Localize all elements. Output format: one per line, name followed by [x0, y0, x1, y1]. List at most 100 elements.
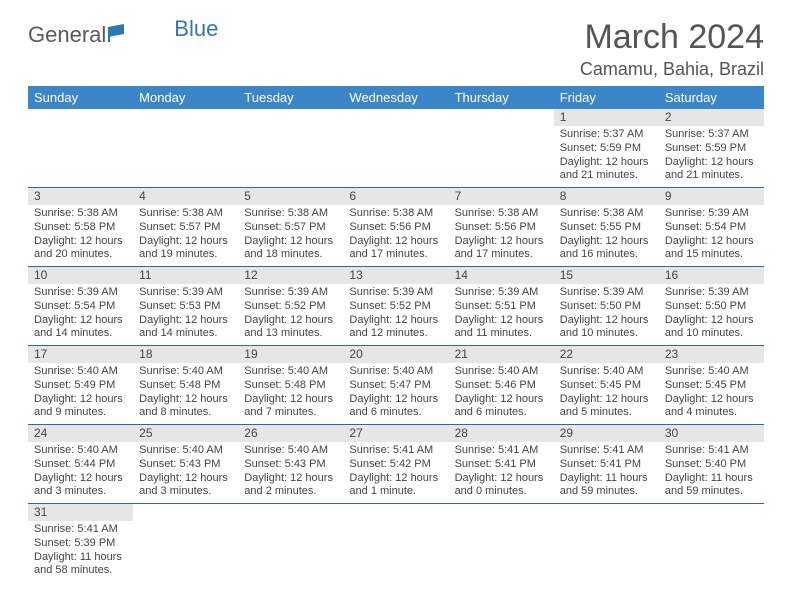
- day-number: 22: [554, 346, 659, 363]
- header: General Blue March 2024 Camamu, Bahia, B…: [28, 18, 764, 80]
- day-number: 10: [28, 267, 133, 284]
- calendar-day: 14Sunrise: 5:39 AMSunset: 5:51 PMDayligh…: [449, 267, 554, 346]
- calendar-day: 4Sunrise: 5:38 AMSunset: 5:57 PMDaylight…: [133, 188, 238, 267]
- calendar-day: 20Sunrise: 5:40 AMSunset: 5:47 PMDayligh…: [343, 346, 448, 425]
- daylight-text: and 21 minutes.: [560, 169, 653, 183]
- calendar-day: 28Sunrise: 5:41 AMSunset: 5:41 PMDayligh…: [449, 425, 554, 504]
- calendar-day: 5Sunrise: 5:38 AMSunset: 5:57 PMDaylight…: [238, 188, 343, 267]
- calendar-week: 10Sunrise: 5:39 AMSunset: 5:54 PMDayligh…: [28, 267, 764, 346]
- sunset-text: Sunset: 5:41 PM: [455, 458, 548, 472]
- calendar-day: 9Sunrise: 5:39 AMSunset: 5:54 PMDaylight…: [659, 188, 764, 267]
- weekday-header: Sunday: [28, 86, 133, 109]
- calendar-day: 19Sunrise: 5:40 AMSunset: 5:48 PMDayligh…: [238, 346, 343, 425]
- sunrise-text: Sunrise: 5:41 AM: [560, 444, 653, 458]
- calendar-empty: [238, 109, 343, 188]
- weekday-row: SundayMondayTuesdayWednesdayThursdayFrid…: [28, 86, 764, 109]
- day-number: 4: [133, 188, 238, 205]
- day-number: 21: [449, 346, 554, 363]
- day-number: 13: [343, 267, 448, 284]
- sunrise-text: Sunrise: 5:39 AM: [665, 207, 758, 221]
- day-number: 23: [659, 346, 764, 363]
- daylight-text: Daylight: 12 hours: [455, 472, 548, 486]
- sunrise-text: Sunrise: 5:39 AM: [455, 286, 548, 300]
- sunset-text: Sunset: 5:45 PM: [665, 379, 758, 393]
- daylight-text: and 18 minutes.: [244, 248, 337, 262]
- calendar-table: SundayMondayTuesdayWednesdayThursdayFrid…: [28, 86, 764, 582]
- day-number: 15: [554, 267, 659, 284]
- sunset-text: Sunset: 5:52 PM: [349, 300, 442, 314]
- sunrise-text: Sunrise: 5:39 AM: [560, 286, 653, 300]
- daylight-text: and 20 minutes.: [34, 248, 127, 262]
- sunrise-text: Sunrise: 5:40 AM: [455, 365, 548, 379]
- sunset-text: Sunset: 5:49 PM: [34, 379, 127, 393]
- location: Camamu, Bahia, Brazil: [580, 59, 764, 80]
- daylight-text: Daylight: 12 hours: [244, 472, 337, 486]
- daylight-text: and 14 minutes.: [34, 327, 127, 341]
- calendar-day: 29Sunrise: 5:41 AMSunset: 5:41 PMDayligh…: [554, 425, 659, 504]
- weekday-header: Saturday: [659, 86, 764, 109]
- day-number: 3: [28, 188, 133, 205]
- daylight-text: and 3 minutes.: [34, 485, 127, 499]
- day-number: 20: [343, 346, 448, 363]
- day-number: 26: [238, 425, 343, 442]
- daylight-text: Daylight: 12 hours: [455, 314, 548, 328]
- calendar-day: 21Sunrise: 5:40 AMSunset: 5:46 PMDayligh…: [449, 346, 554, 425]
- sunrise-text: Sunrise: 5:39 AM: [34, 286, 127, 300]
- calendar-day: 2Sunrise: 5:37 AMSunset: 5:59 PMDaylight…: [659, 109, 764, 188]
- calendar-empty: [449, 504, 554, 583]
- daylight-text: Daylight: 12 hours: [34, 393, 127, 407]
- daylight-text: and 17 minutes.: [349, 248, 442, 262]
- daylight-text: Daylight: 12 hours: [34, 314, 127, 328]
- daylight-text: and 2 minutes.: [244, 485, 337, 499]
- title-block: March 2024 Camamu, Bahia, Brazil: [580, 18, 764, 80]
- sunrise-text: Sunrise: 5:38 AM: [349, 207, 442, 221]
- daylight-text: and 58 minutes.: [34, 564, 127, 578]
- calendar-week: 31Sunrise: 5:41 AMSunset: 5:39 PMDayligh…: [28, 504, 764, 583]
- weekday-header: Friday: [554, 86, 659, 109]
- calendar-day: 27Sunrise: 5:41 AMSunset: 5:42 PMDayligh…: [343, 425, 448, 504]
- day-number: 16: [659, 267, 764, 284]
- calendar-week: 1Sunrise: 5:37 AMSunset: 5:59 PMDaylight…: [28, 109, 764, 188]
- daylight-text: Daylight: 12 hours: [349, 235, 442, 249]
- calendar-day: 24Sunrise: 5:40 AMSunset: 5:44 PMDayligh…: [28, 425, 133, 504]
- weekday-header: Monday: [133, 86, 238, 109]
- daylight-text: Daylight: 12 hours: [139, 393, 232, 407]
- calendar-day: 23Sunrise: 5:40 AMSunset: 5:45 PMDayligh…: [659, 346, 764, 425]
- daylight-text: and 17 minutes.: [455, 248, 548, 262]
- sunrise-text: Sunrise: 5:40 AM: [244, 365, 337, 379]
- sunset-text: Sunset: 5:59 PM: [560, 142, 653, 156]
- calendar-day: 8Sunrise: 5:38 AMSunset: 5:55 PMDaylight…: [554, 188, 659, 267]
- daylight-text: and 6 minutes.: [349, 406, 442, 420]
- sunset-text: Sunset: 5:39 PM: [34, 537, 127, 551]
- day-number: 31: [28, 504, 133, 521]
- sunrise-text: Sunrise: 5:37 AM: [665, 128, 758, 142]
- daylight-text: and 8 minutes.: [139, 406, 232, 420]
- daylight-text: and 12 minutes.: [349, 327, 442, 341]
- daylight-text: Daylight: 12 hours: [139, 314, 232, 328]
- daylight-text: and 10 minutes.: [665, 327, 758, 341]
- daylight-text: and 13 minutes.: [244, 327, 337, 341]
- sunrise-text: Sunrise: 5:39 AM: [349, 286, 442, 300]
- day-number: 11: [133, 267, 238, 284]
- sunrise-text: Sunrise: 5:40 AM: [34, 365, 127, 379]
- daylight-text: Daylight: 12 hours: [349, 314, 442, 328]
- daylight-text: and 1 minute.: [349, 485, 442, 499]
- calendar-week: 24Sunrise: 5:40 AMSunset: 5:44 PMDayligh…: [28, 425, 764, 504]
- calendar-day: 7Sunrise: 5:38 AMSunset: 5:56 PMDaylight…: [449, 188, 554, 267]
- daylight-text: and 59 minutes.: [560, 485, 653, 499]
- sunrise-text: Sunrise: 5:39 AM: [665, 286, 758, 300]
- sunrise-text: Sunrise: 5:38 AM: [34, 207, 127, 221]
- sunset-text: Sunset: 5:56 PM: [455, 221, 548, 235]
- calendar-empty: [343, 109, 448, 188]
- brand-logo: General Blue: [28, 18, 218, 48]
- day-number: 5: [238, 188, 343, 205]
- sunset-text: Sunset: 5:45 PM: [560, 379, 653, 393]
- sunset-text: Sunset: 5:56 PM: [349, 221, 442, 235]
- day-number: 17: [28, 346, 133, 363]
- day-number: 25: [133, 425, 238, 442]
- calendar-empty: [659, 504, 764, 583]
- daylight-text: and 0 minutes.: [455, 485, 548, 499]
- daylight-text: Daylight: 12 hours: [560, 156, 653, 170]
- sunset-text: Sunset: 5:46 PM: [455, 379, 548, 393]
- day-number: 12: [238, 267, 343, 284]
